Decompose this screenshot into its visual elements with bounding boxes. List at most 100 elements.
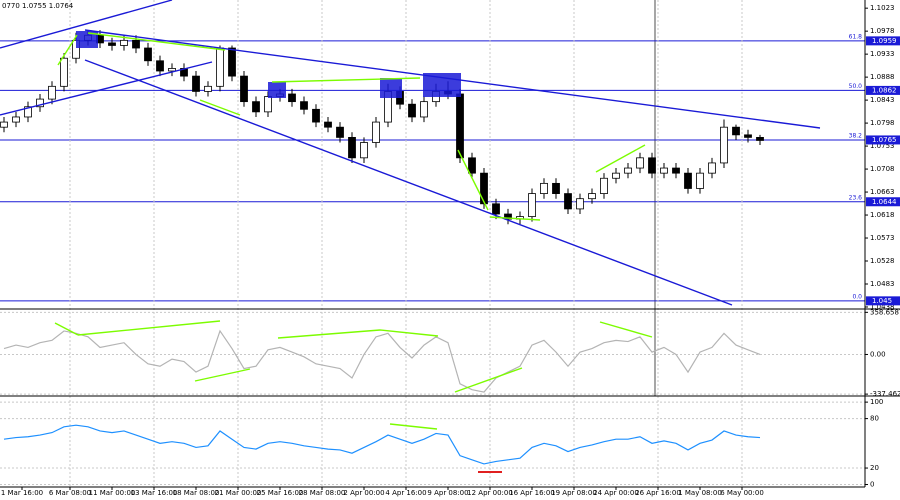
- candle-body: [456, 93, 464, 159]
- indicator-line: [3, 329, 761, 393]
- y-tick-label: 1.1023: [870, 4, 895, 12]
- candle-body: [408, 103, 416, 118]
- candle-body: [420, 101, 428, 118]
- x-tick-label: 13 Mar 16:00: [131, 489, 178, 497]
- y-tick-label: 1.0573: [870, 234, 895, 242]
- y-tick-label: 1.0708: [870, 165, 895, 173]
- candle-body: [300, 101, 308, 110]
- fib-level-label: 0.0: [852, 293, 862, 300]
- zone-box: [76, 31, 98, 48]
- divergence-line: [271, 77, 421, 83]
- divergence-line: [277, 329, 381, 339]
- candle-body: [564, 193, 572, 210]
- candle-body: [156, 60, 164, 72]
- candle-body: [228, 47, 236, 77]
- y-tick-label: 1.0978: [870, 27, 895, 35]
- level-price-box: [866, 197, 900, 207]
- x-tick-label: 6 May 00:00: [720, 489, 764, 497]
- candle-body: [192, 75, 200, 92]
- divergence-line: [599, 321, 653, 338]
- divergence-line: [595, 144, 646, 173]
- divergence-line: [454, 367, 523, 393]
- level-price-box: [866, 85, 900, 95]
- divergence-line: [87, 32, 226, 51]
- candle-body: [636, 157, 644, 169]
- x-tick-label: 26 Apr 16:00: [635, 489, 681, 497]
- x-tick-label: 4 Apr 16:00: [385, 489, 426, 497]
- x-tick-label: 1 Mar 16:00: [1, 489, 43, 497]
- y-tick-label: 20: [870, 464, 879, 472]
- candle-body: [468, 157, 476, 174]
- y-tick-label: 1.0888: [870, 73, 895, 81]
- frame: [0, 0, 900, 488]
- candle-body: [168, 68, 176, 72]
- divergence-line: [54, 322, 79, 336]
- candle-body: [24, 106, 32, 118]
- level-price-label: 1.045: [872, 297, 892, 305]
- divergence-line: [194, 368, 251, 382]
- y-tick-label: 0: [870, 481, 874, 489]
- candle-body: [552, 182, 560, 194]
- x-tick-label: 19 Apr 08:00: [551, 489, 597, 497]
- candle-body: [696, 172, 704, 189]
- candle-body: [108, 42, 116, 46]
- candle-body: [648, 157, 656, 174]
- candle-body: [348, 136, 356, 159]
- candle-body: [588, 193, 596, 200]
- y-tick-label: 1.0663: [870, 188, 895, 196]
- zone-box: [423, 73, 461, 97]
- candle-body: [684, 172, 692, 189]
- fib-level-label: 50.0: [849, 83, 863, 90]
- level-price-box: [866, 36, 900, 46]
- candle-body: [324, 121, 332, 128]
- candle-body: [480, 172, 488, 205]
- x-tick-label: 18 Mar 08:00: [173, 489, 220, 497]
- divergence-line: [57, 34, 78, 66]
- channel-line: [0, 0, 173, 49]
- candle-body: [60, 57, 68, 87]
- candle-body: [732, 126, 740, 136]
- y-tick-label: 100: [870, 398, 883, 406]
- x-tick-label: 16 Apr 16:00: [509, 489, 555, 497]
- candle-body: [744, 134, 752, 138]
- indicator-line: [3, 424, 761, 465]
- x-tick-label: 2 Apr 00:00: [343, 489, 384, 497]
- divergence-line: [457, 149, 489, 211]
- y-tick-label: 1.0843: [870, 96, 895, 104]
- candle-body: [612, 172, 620, 179]
- y-tick-label: 1.0528: [870, 257, 895, 265]
- chart-title: 0770 1.0755 1.0764: [2, 2, 74, 10]
- candle-body: [204, 85, 212, 92]
- candle-body: [600, 177, 608, 194]
- candle-body: [540, 182, 548, 194]
- y-tick-label: 1.0483: [870, 280, 895, 288]
- level-price-label: 1.0644: [872, 198, 897, 206]
- x-tick-label: 12 Apr 00:00: [467, 489, 513, 497]
- fib-level-label: 23.6: [849, 194, 863, 201]
- x-tick-label: 28 Mar 08:00: [299, 489, 346, 497]
- candle-body: [492, 203, 500, 215]
- y-tick-label: 80: [870, 415, 879, 423]
- candle-body: [252, 101, 260, 113]
- level-price-label: 1.0959: [872, 37, 897, 45]
- candle-body: [528, 193, 536, 217]
- fib-level-label: 38.2: [849, 132, 863, 139]
- candle-body: [312, 108, 320, 123]
- y-tick-label: 1.0753: [870, 142, 895, 150]
- level-price-box: [866, 135, 900, 145]
- channel-line: [0, 61, 213, 116]
- x-tick-label: 1 May 08:00: [678, 489, 722, 497]
- zone-box: [380, 78, 402, 98]
- level-price-box: [866, 296, 900, 306]
- divergence-line: [199, 99, 241, 116]
- y-tick-label: 358.6587: [870, 308, 900, 316]
- candle-body: [216, 47, 224, 87]
- candle-body: [12, 116, 20, 123]
- zone-box: [268, 82, 286, 98]
- candle-body: [36, 98, 44, 108]
- candle-body: [576, 198, 584, 210]
- divergence-line: [379, 329, 439, 337]
- y-tick-label: 0.00: [870, 350, 886, 358]
